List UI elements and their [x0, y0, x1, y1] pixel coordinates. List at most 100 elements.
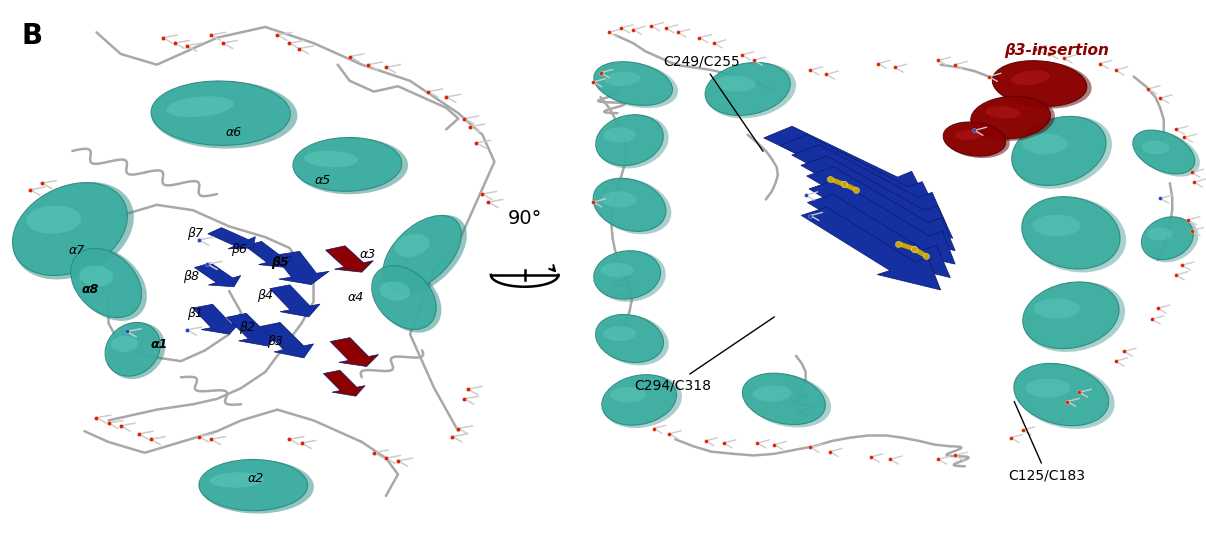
- Ellipse shape: [199, 460, 308, 510]
- FancyArrow shape: [270, 285, 320, 317]
- Ellipse shape: [596, 62, 678, 108]
- FancyArrow shape: [808, 194, 950, 278]
- FancyArrow shape: [801, 207, 941, 290]
- Ellipse shape: [1021, 197, 1120, 269]
- Ellipse shape: [603, 127, 637, 143]
- Ellipse shape: [71, 248, 141, 317]
- Text: β6: β6: [230, 243, 247, 256]
- Ellipse shape: [1024, 282, 1125, 352]
- Ellipse shape: [595, 178, 672, 234]
- Ellipse shape: [380, 281, 410, 301]
- Ellipse shape: [715, 75, 756, 92]
- Ellipse shape: [707, 63, 796, 119]
- Ellipse shape: [603, 375, 683, 428]
- Ellipse shape: [107, 323, 165, 379]
- Ellipse shape: [603, 326, 636, 341]
- Ellipse shape: [971, 96, 1050, 139]
- Ellipse shape: [943, 122, 1006, 156]
- FancyArrow shape: [809, 180, 955, 264]
- Ellipse shape: [602, 191, 637, 208]
- Ellipse shape: [1143, 217, 1199, 262]
- Ellipse shape: [1025, 378, 1070, 398]
- Ellipse shape: [597, 315, 669, 365]
- Ellipse shape: [601, 262, 633, 278]
- Text: α7: α7: [69, 244, 86, 257]
- Ellipse shape: [744, 374, 831, 427]
- Ellipse shape: [111, 336, 139, 352]
- FancyArrow shape: [780, 135, 938, 215]
- Text: β3-insertion: β3-insertion: [1005, 43, 1108, 58]
- Text: 90°: 90°: [508, 209, 541, 228]
- Ellipse shape: [985, 106, 1020, 119]
- Text: α4: α4: [347, 291, 364, 304]
- Ellipse shape: [596, 251, 666, 302]
- Ellipse shape: [993, 61, 1087, 106]
- Text: α5: α5: [315, 174, 332, 187]
- Text: β3: β3: [267, 335, 283, 348]
- Ellipse shape: [596, 314, 663, 363]
- Text: C125/C183: C125/C183: [1008, 402, 1085, 482]
- Ellipse shape: [80, 266, 113, 286]
- Ellipse shape: [971, 96, 1055, 141]
- Text: β4: β4: [257, 289, 274, 302]
- Ellipse shape: [610, 387, 646, 403]
- Text: β7: β7: [187, 227, 204, 240]
- FancyArrow shape: [194, 263, 241, 287]
- Ellipse shape: [200, 460, 314, 514]
- Ellipse shape: [385, 215, 467, 295]
- Ellipse shape: [72, 248, 147, 321]
- Ellipse shape: [1141, 217, 1194, 260]
- Ellipse shape: [604, 72, 640, 86]
- Ellipse shape: [151, 81, 291, 146]
- Ellipse shape: [382, 216, 462, 291]
- Text: B: B: [22, 22, 43, 50]
- FancyArrow shape: [275, 251, 329, 285]
- Ellipse shape: [374, 266, 441, 333]
- Text: C294/C318: C294/C318: [634, 317, 774, 392]
- FancyArrow shape: [323, 370, 365, 396]
- Ellipse shape: [151, 81, 298, 149]
- Ellipse shape: [304, 151, 358, 167]
- Ellipse shape: [1132, 130, 1195, 174]
- Text: C249/C255: C249/C255: [663, 55, 763, 151]
- Ellipse shape: [602, 375, 677, 425]
- Ellipse shape: [166, 96, 234, 117]
- Text: α8: α8: [82, 284, 99, 296]
- Ellipse shape: [1014, 363, 1108, 426]
- Ellipse shape: [944, 122, 1009, 158]
- Ellipse shape: [1015, 363, 1114, 429]
- Ellipse shape: [1013, 116, 1112, 189]
- FancyArrow shape: [245, 241, 292, 267]
- Ellipse shape: [706, 63, 790, 115]
- Ellipse shape: [955, 130, 982, 140]
- FancyArrow shape: [207, 227, 256, 249]
- FancyArrow shape: [807, 167, 955, 251]
- FancyArrow shape: [326, 246, 374, 272]
- Text: α2: α2: [247, 472, 264, 485]
- Ellipse shape: [1147, 227, 1172, 240]
- Ellipse shape: [1032, 215, 1081, 237]
- Ellipse shape: [13, 182, 134, 279]
- Text: β1: β1: [187, 307, 204, 320]
- Ellipse shape: [753, 385, 791, 402]
- Ellipse shape: [294, 138, 408, 194]
- FancyArrow shape: [193, 304, 241, 334]
- Ellipse shape: [1023, 134, 1069, 154]
- Ellipse shape: [1034, 299, 1081, 319]
- FancyArrow shape: [260, 322, 314, 358]
- Text: α6: α6: [226, 126, 242, 139]
- Ellipse shape: [371, 266, 437, 329]
- Text: α1: α1: [151, 338, 168, 351]
- FancyArrow shape: [330, 337, 379, 367]
- FancyArrow shape: [791, 144, 947, 225]
- FancyArrow shape: [801, 156, 953, 238]
- Text: β5: β5: [271, 256, 288, 269]
- Ellipse shape: [1135, 130, 1200, 177]
- Ellipse shape: [593, 251, 661, 299]
- Text: β8: β8: [182, 270, 199, 283]
- FancyArrow shape: [763, 126, 929, 205]
- Ellipse shape: [394, 234, 429, 257]
- Ellipse shape: [743, 373, 825, 425]
- Ellipse shape: [1012, 116, 1106, 185]
- FancyArrow shape: [227, 313, 279, 346]
